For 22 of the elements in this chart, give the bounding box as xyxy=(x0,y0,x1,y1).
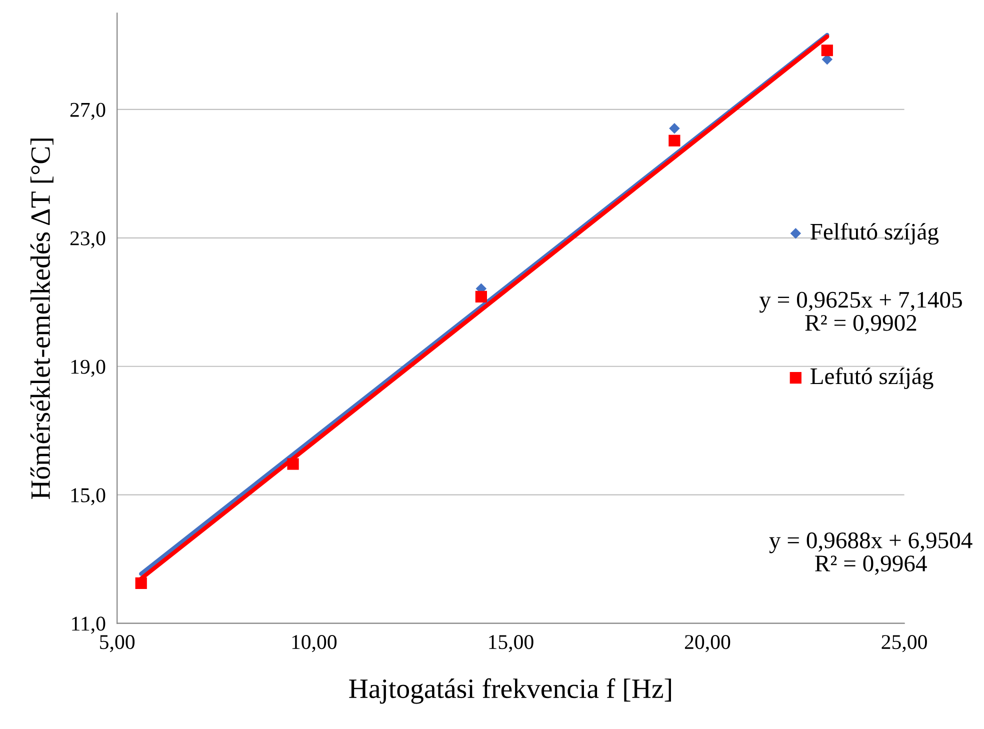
y-tick-label: 19,0 xyxy=(71,360,106,377)
x-tick-label: 20,00 xyxy=(684,635,730,652)
y-axis-title: Hőmérséklet-emelkedés ΔT [°C] xyxy=(30,138,54,500)
x-tick-label: 5,00 xyxy=(100,635,135,652)
x-axis-title: Hajtogatási frekvencia f [Hz] xyxy=(349,678,671,704)
x-tick-label: 25,00 xyxy=(882,635,927,652)
x-tick-label: 10,00 xyxy=(292,635,337,652)
legend-label: Lefutó szíjág xyxy=(810,367,934,390)
annotation: y = 0,9625x + 7,1405 R² = 0,9902 xyxy=(759,292,962,334)
point xyxy=(135,577,147,589)
legend-label: Felfutó szíjág xyxy=(810,222,939,245)
y-tick-label: 23,0 xyxy=(70,231,106,248)
y-tick-label: 27,0 xyxy=(70,102,106,120)
point xyxy=(668,134,680,146)
point xyxy=(475,290,487,302)
point xyxy=(669,123,680,134)
y-tick-label: 11,0 xyxy=(72,616,106,634)
annotation: y = 0,9688x + 6,9504 R² = 0,9964 xyxy=(769,532,972,575)
point xyxy=(821,44,833,56)
point xyxy=(287,458,299,470)
x-tick-label: 15,00 xyxy=(489,635,534,652)
y-tick-label: 15,0 xyxy=(71,488,106,506)
